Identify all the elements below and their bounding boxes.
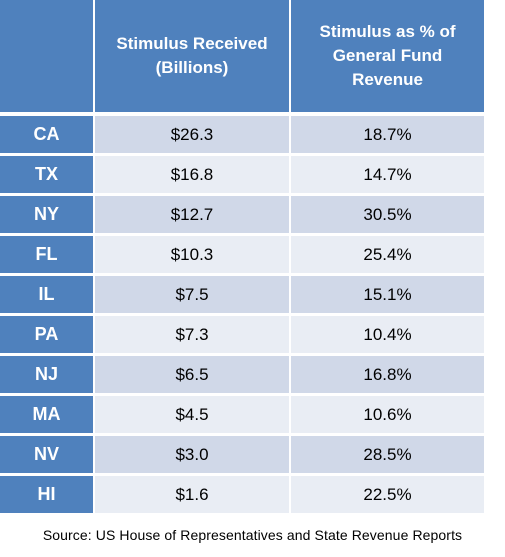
- stimulus-received-value: $6.5: [95, 356, 289, 393]
- table-row: MA $4.5 10.6%: [0, 396, 484, 433]
- stimulus-percent-value: 30.5%: [291, 196, 484, 233]
- stimulus-received-value: $7.5: [95, 276, 289, 313]
- table-body: CA $26.3 18.7% TX $16.8 14.7% NY $12.7 3…: [0, 116, 484, 516]
- header-stimulus-percent: Stimulus as % of General Fund Revenue: [291, 0, 484, 112]
- table-row: FL $10.3 25.4%: [0, 236, 484, 273]
- state-label: TX: [0, 156, 93, 193]
- table-header: Stimulus Received (Billions) Stimulus as…: [0, 0, 484, 112]
- state-label: NV: [0, 436, 93, 473]
- state-label: MA: [0, 396, 93, 433]
- state-label: PA: [0, 316, 93, 353]
- stimulus-received-value: $26.3: [95, 116, 289, 153]
- state-label: FL: [0, 236, 93, 273]
- state-label: NJ: [0, 356, 93, 393]
- stimulus-received-value: $12.7: [95, 196, 289, 233]
- stimulus-percent-value: 10.4%: [291, 316, 484, 353]
- stimulus-received-value: $16.8: [95, 156, 289, 193]
- table-row: TX $16.8 14.7%: [0, 156, 484, 193]
- state-label: HI: [0, 476, 93, 513]
- header-stimulus-received: Stimulus Received (Billions): [95, 0, 289, 112]
- stimulus-percent-value: 28.5%: [291, 436, 484, 473]
- stimulus-percent-value: 18.7%: [291, 116, 484, 153]
- table-row: NJ $6.5 16.8%: [0, 356, 484, 393]
- state-label: IL: [0, 276, 93, 313]
- stimulus-percent-value: 14.7%: [291, 156, 484, 193]
- table-row: IL $7.5 15.1%: [0, 276, 484, 313]
- table-row: HI $1.6 22.5%: [0, 476, 484, 513]
- stimulus-received-value: $10.3: [95, 236, 289, 273]
- table-row: NV $3.0 28.5%: [0, 436, 484, 473]
- source-note: Source: US House of Representatives and …: [42, 527, 463, 543]
- stimulus-received-value: $3.0: [95, 436, 289, 473]
- stimulus-received-value: $7.3: [95, 316, 289, 353]
- stimulus-percent-value: 25.4%: [291, 236, 484, 273]
- header-corner-cell: [0, 0, 93, 112]
- stimulus-percent-value: 15.1%: [291, 276, 484, 313]
- state-label: CA: [0, 116, 93, 153]
- table-row: CA $26.3 18.7%: [0, 116, 484, 153]
- stimulus-received-value: $4.5: [95, 396, 289, 433]
- stimulus-percent-value: 22.5%: [291, 476, 484, 513]
- stimulus-percent-value: 10.6%: [291, 396, 484, 433]
- table-row: NY $12.7 30.5%: [0, 196, 484, 233]
- stimulus-percent-value: 16.8%: [291, 356, 484, 393]
- state-label: NY: [0, 196, 93, 233]
- table-row: PA $7.3 10.4%: [0, 316, 484, 353]
- stimulus-received-value: $1.6: [95, 476, 289, 513]
